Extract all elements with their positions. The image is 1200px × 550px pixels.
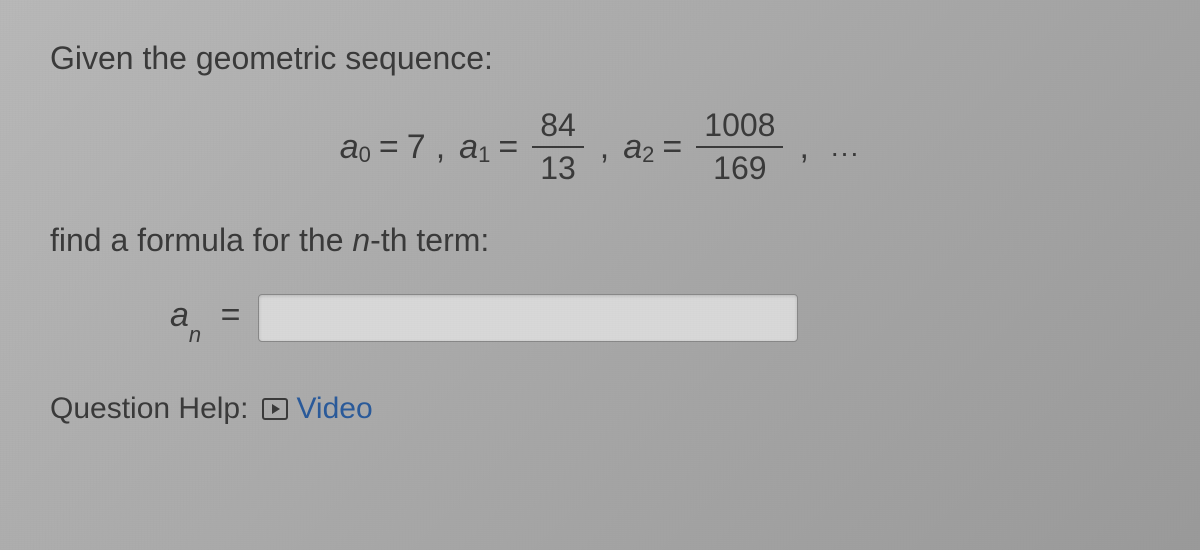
help-row: Question Help: Video (50, 392, 1150, 426)
term-a1: a1 = 84 13 (459, 107, 590, 187)
answer-sub: n (189, 322, 201, 347)
answer-input[interactable] (258, 294, 798, 342)
video-icon (262, 398, 288, 420)
a1-var: a (459, 128, 478, 167)
help-label: Question Help: (50, 392, 248, 426)
video-text: Video (296, 392, 372, 426)
a0-var: a (340, 128, 359, 167)
a1-numerator: 84 (532, 107, 584, 148)
question-suffix: -th term: (370, 222, 489, 258)
ellipsis: ... (831, 131, 860, 163)
term-a2: a2 = 1008 169 (623, 107, 789, 187)
answer-equals: = (221, 296, 241, 334)
equals-sign: = (498, 128, 518, 167)
answer-var: a (170, 296, 189, 334)
answer-label: an = (170, 296, 240, 340)
comma: , (436, 128, 445, 167)
a1-fraction: 84 13 (532, 107, 584, 187)
a2-var: a (623, 128, 642, 167)
a2-denominator: 169 (705, 148, 774, 187)
a1-sub: 1 (478, 142, 490, 168)
problem-intro: Given the geometric sequence: (50, 40, 1150, 77)
comma: , (600, 128, 609, 167)
equals-sign: = (662, 128, 682, 167)
a2-sub: 2 (642, 142, 654, 168)
question-n-var: n (352, 222, 370, 258)
question-prefix: find a formula for the (50, 222, 352, 258)
a1-denominator: 13 (532, 148, 584, 187)
answer-row: an = (170, 294, 1150, 342)
video-link[interactable]: Video (262, 392, 372, 426)
term-a0: a0 = 7 (340, 128, 426, 167)
comma: , (799, 128, 808, 167)
a0-value: 7 (407, 128, 426, 167)
equals-sign: = (379, 128, 399, 167)
question-prompt: find a formula for the n-th term: (50, 222, 1150, 259)
sequence-display: a0 = 7 , a1 = 84 13 , a2 = 1008 169 , ..… (50, 107, 1150, 187)
a2-numerator: 1008 (696, 107, 783, 148)
a0-sub: 0 (359, 142, 371, 168)
a2-fraction: 1008 169 (696, 107, 783, 187)
